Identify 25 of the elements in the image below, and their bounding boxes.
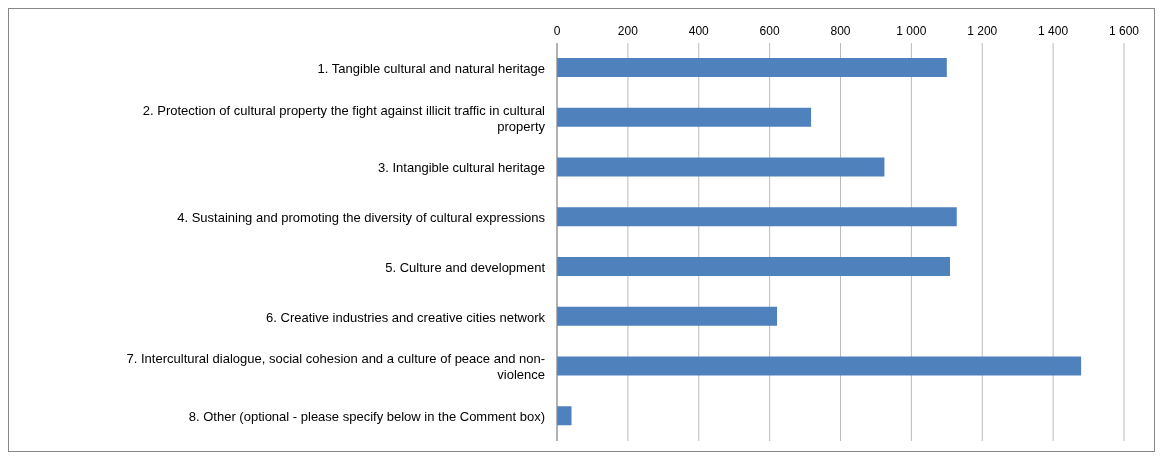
bar [557,58,947,77]
x-tick-label: 200 [617,24,639,38]
x-tick-label: 400 [688,24,710,38]
y-tick-label: 4. Sustaining and promoting the diversity of cultural expressions [177,209,546,225]
y-tick-label: 3. Intangible cultural heritage [378,159,545,175]
y-tick-label: 5. Culture and development [385,259,546,275]
y-tick-label: 2. Protection of cultural property the fight against illicit traffic in cultural property [142,102,546,134]
bar [557,157,885,177]
bar [557,356,1082,376]
bar [557,107,812,127]
x-tick-label: 800 [830,24,851,38]
x-tick-label: 1 200 [967,24,998,38]
x-tick-label: 1 400 [1038,24,1069,38]
x-tick-label: 1 600 [1108,24,1140,38]
y-tick-label: 7. Intercultural dialogue, social cohesion and a culture of peace and non-violence [126,350,545,382]
bar [557,257,950,276]
bar [557,306,778,326]
bar [557,207,957,227]
y-tick-label: 6. Creative industries and creative cities network [266,309,546,325]
x-tick-label: 600 [759,24,780,38]
bar [557,406,572,426]
y-tick-label: 8. Other (optional - please specify below in the Comment box) [188,408,545,424]
x-tick-label: 0 [553,24,561,38]
y-tick-label: 1. Tangible cultural and natural heritage [317,60,545,76]
x-tick-label: 1 000 [896,24,927,38]
